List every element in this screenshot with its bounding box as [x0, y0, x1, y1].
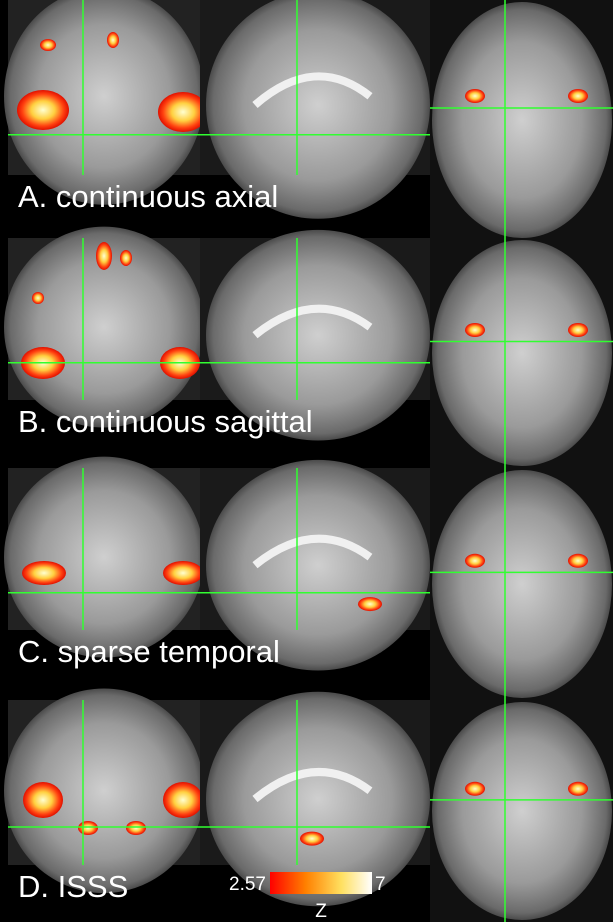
activation — [126, 821, 146, 835]
panels: A. continuous axial B. continuous sagitta… — [4, 0, 613, 922]
panel-row: B. continuous sagittal — [4, 227, 613, 468]
activation — [358, 597, 382, 611]
activation — [78, 821, 98, 835]
activation — [163, 782, 203, 818]
panel-label: A. continuous axial — [18, 179, 278, 214]
activation — [120, 250, 132, 266]
axial-brain — [432, 702, 612, 920]
activation — [568, 89, 588, 103]
panel-row: C. sparse temporal — [4, 457, 613, 700]
activation — [465, 323, 485, 337]
colorbar-gradient — [270, 872, 372, 894]
activation — [40, 39, 56, 51]
colorbar-label: Z — [315, 901, 327, 922]
panel-label: C. sparse temporal — [18, 634, 280, 669]
activation — [300, 832, 324, 846]
activation — [568, 554, 588, 568]
activation — [465, 89, 485, 103]
activation — [568, 782, 588, 796]
panel-label: B. continuous sagittal — [18, 404, 313, 439]
colorbar-max: 7 — [375, 874, 386, 895]
activation — [568, 323, 588, 337]
activation — [17, 90, 69, 130]
activation — [96, 242, 112, 270]
activation — [32, 292, 44, 304]
activation — [107, 32, 119, 48]
axial-brain — [432, 240, 612, 466]
colorbar-min: 2.57 — [229, 874, 266, 895]
activation — [163, 561, 203, 585]
page: A. continuous axial B. continuous sagitta… — [0, 0, 613, 922]
activation — [22, 561, 66, 585]
coronal-brain — [4, 457, 204, 658]
figure: A. continuous axial B. continuous sagitta… — [0, 0, 613, 922]
activation — [465, 554, 485, 568]
activation — [465, 782, 485, 796]
activation — [23, 782, 63, 818]
axial-brain — [432, 470, 612, 698]
axial-brain — [432, 2, 612, 238]
panel-row: A. continuous axial — [4, 0, 613, 240]
panel-label: D. ISSS — [18, 869, 128, 904]
